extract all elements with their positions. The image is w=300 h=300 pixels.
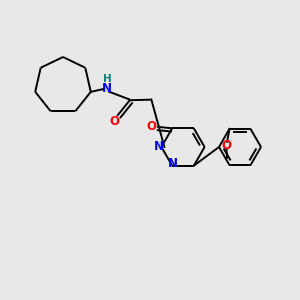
Text: O: O bbox=[221, 139, 232, 152]
Text: N: N bbox=[168, 158, 178, 170]
Text: O: O bbox=[147, 120, 157, 133]
Text: H: H bbox=[103, 74, 112, 84]
Text: N: N bbox=[101, 82, 111, 95]
Text: N: N bbox=[154, 140, 164, 154]
Text: O: O bbox=[110, 115, 120, 128]
